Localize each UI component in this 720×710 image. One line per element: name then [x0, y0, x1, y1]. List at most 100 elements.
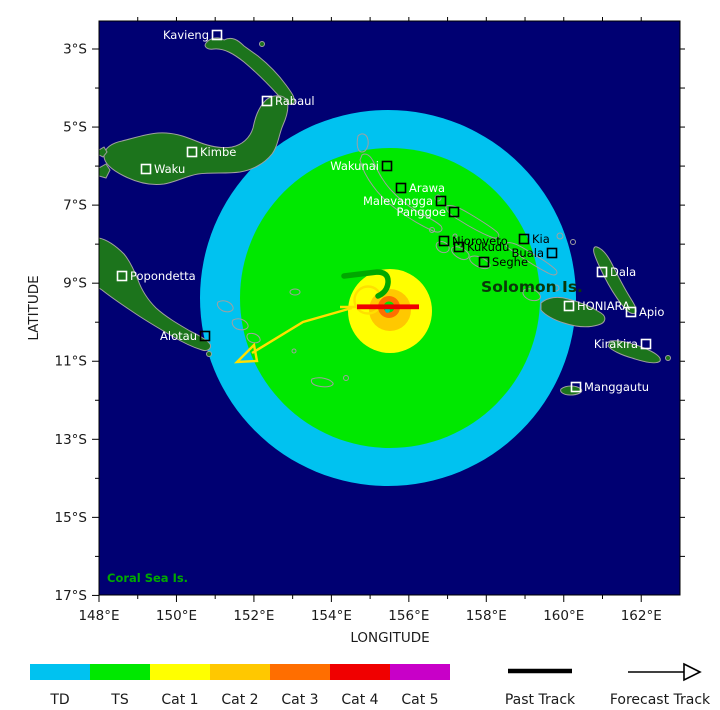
- region-label: Solomon Is.: [481, 278, 583, 296]
- forecast-track-segment: [251, 306, 353, 355]
- place-label: Rabaul: [275, 94, 315, 108]
- legend: TD TS Cat 1 Cat 2 Cat 3 Cat 4 Cat 5: [30, 664, 450, 708]
- island-outline: [570, 239, 576, 245]
- x-tick-label: 148°E: [78, 608, 119, 624]
- legend-swatch: [90, 664, 150, 680]
- legend-category-label: TS: [110, 692, 129, 708]
- place-square-marker: [640, 338, 652, 350]
- legend-category-label: Cat 3: [281, 692, 318, 708]
- x-tick-label: 154°E: [311, 608, 352, 624]
- place-label: Wakunai: [330, 159, 379, 173]
- place-markers: Kavieng Rabaul Kimbe Waku Wakunai ArawaMaleva…: [116, 28, 664, 394]
- place-square-marker: [140, 163, 152, 175]
- guadalcanal: [540, 296, 606, 328]
- place-square-marker: [395, 182, 407, 194]
- place-square-marker: [381, 160, 393, 172]
- past-track: [341, 269, 391, 299]
- place-square-marker: [199, 330, 211, 342]
- legend-category-label: Cat 5: [401, 692, 438, 708]
- island-outline: [552, 284, 560, 292]
- small-island: [665, 355, 671, 361]
- buka-outline: [356, 133, 369, 153]
- past-track-label: Past Track: [505, 692, 576, 708]
- place-square-marker: [116, 270, 128, 282]
- santa-isabel-outline: [505, 242, 558, 276]
- island-outline: [452, 233, 458, 239]
- choiseul-outline: [445, 205, 500, 239]
- place-square-marker: [186, 146, 198, 158]
- forecast-arrowhead-sample: [683, 662, 702, 682]
- place-label: Kirakira: [594, 337, 638, 351]
- y-tick-label: 7°S: [63, 198, 87, 214]
- place-label: Malevangga: [363, 194, 433, 208]
- y-tick-label: 13°S: [55, 432, 88, 448]
- small-island: [286, 13, 292, 19]
- region-label: Coral Sea Is.: [107, 571, 188, 585]
- malaita: [593, 246, 637, 315]
- new-georgia-outline: [435, 241, 450, 254]
- place-square-marker: [435, 195, 447, 207]
- place-label: Apio: [639, 305, 664, 319]
- place-square-marker: [448, 206, 460, 218]
- small-island: [206, 351, 212, 357]
- island-outline: [291, 348, 297, 354]
- island-outline: [246, 332, 261, 344]
- new-georgia-outline: [451, 246, 470, 260]
- legend-swatch: [330, 664, 390, 680]
- region-labels: Solomon Is. Coral Sea Is.: [107, 278, 583, 585]
- place-square-marker: [211, 29, 223, 41]
- place-label: Kavieng: [163, 28, 209, 42]
- island-outline: [231, 318, 249, 331]
- makira: [607, 340, 661, 364]
- place-square-marker: [261, 95, 273, 107]
- island-outline: [310, 377, 334, 388]
- y-tick-label: 11°S: [55, 354, 88, 370]
- place-square-marker: [596, 266, 608, 278]
- place-label: Kukudu: [467, 240, 509, 254]
- russell-outline: [522, 288, 541, 302]
- legend-swatch: [390, 664, 450, 680]
- map-plot-area: Solomon Is. Coral Sea Is. Kavieng Rabaul Ki…: [99, 13, 680, 595]
- place-square-marker: [563, 300, 575, 312]
- place-label: Njoroveto: [452, 234, 508, 248]
- place-square-marker: [518, 233, 530, 245]
- place-label: HONIARA: [577, 299, 630, 313]
- legend-swatch: [210, 664, 270, 680]
- x-tick-label: 158°E: [466, 608, 507, 624]
- place-label: Arawa: [409, 181, 445, 195]
- y-tick-label: 17°S: [55, 588, 88, 604]
- place-label: Panggoe: [397, 205, 446, 219]
- papua-peninsula: [99, 237, 211, 351]
- y-axis-title: LATITUDE: [26, 275, 42, 340]
- map-border: [98, 20, 681, 596]
- place-label: Kia: [532, 232, 550, 246]
- island-outline: [429, 227, 435, 233]
- place-label: Kimbe: [200, 145, 236, 159]
- island-outline: [216, 300, 234, 313]
- small-island: [99, 163, 111, 179]
- x-tick-label: 162°E: [621, 608, 662, 624]
- island-outline: [556, 232, 564, 240]
- legend-swatch: [150, 664, 210, 680]
- place-square-marker: [625, 306, 637, 318]
- legend-category-label: TD: [49, 692, 69, 708]
- y-tick-label: 3°S: [63, 42, 87, 58]
- place-label: Dala: [610, 265, 636, 279]
- axis-tick-labels: 148°E 150°E 152°E 154°E 156°E 158°E 160°E 162°E…: [55, 42, 662, 625]
- new-ireland: [204, 37, 295, 105]
- place-square-marker: [546, 247, 558, 259]
- x-tick-label: 160°E: [543, 608, 584, 624]
- new-britain: [103, 95, 289, 185]
- place-square-marker: [570, 381, 582, 393]
- small-island: [259, 41, 265, 47]
- x-tick-label: 150°E: [156, 608, 197, 624]
- legend-category-label: Cat 2: [221, 692, 258, 708]
- place-square-marker: [438, 235, 450, 247]
- forecast-arrowhead: [233, 342, 259, 364]
- place-label: Buala: [512, 246, 544, 260]
- track-legend: Past Track Forecast Track: [505, 662, 711, 708]
- symbol-center-dot: [385, 308, 390, 313]
- bougainville-outline: [359, 153, 443, 233]
